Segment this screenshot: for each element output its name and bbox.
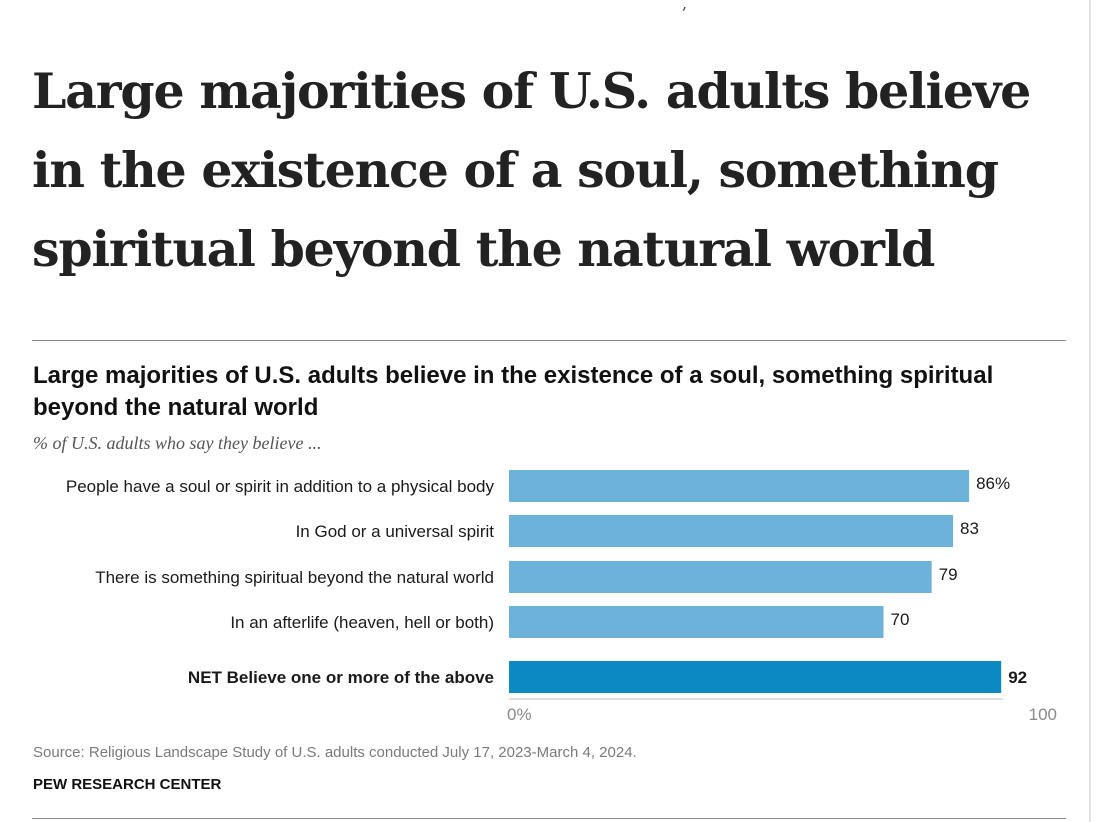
bar xyxy=(509,561,932,593)
chart-title: Large majorities of U.S. adults believe … xyxy=(33,362,994,421)
net-value-label: 92 xyxy=(1008,668,1027,687)
chart-source: Source: Religious Landscape Study of U.S… xyxy=(33,744,637,761)
category-label: There is something spiritual beyond the … xyxy=(95,568,494,587)
net-category-label: NET Believe one or more of the above xyxy=(188,668,494,687)
value-label: 70 xyxy=(891,610,910,629)
net-bar xyxy=(509,661,1002,693)
chart-subtitle: % of U.S. adults who say they believe ..… xyxy=(33,433,322,453)
value-label: 79 xyxy=(939,565,958,584)
chart-top-rule xyxy=(32,340,1066,341)
cropped-text-fragment: , xyxy=(682,0,688,13)
value-label: 83 xyxy=(960,519,979,538)
bar xyxy=(509,606,884,638)
category-label: In God or a universal spirit xyxy=(296,522,495,541)
page-right-border xyxy=(1089,0,1091,822)
chart-credit: PEW RESEARCH CENTER xyxy=(33,776,222,793)
category-label: In an afterlife (heaven, hell or both) xyxy=(230,613,494,632)
bar xyxy=(509,470,970,502)
chart-bottom-rule xyxy=(32,818,1066,819)
article-headline: Large majorities of U.S. adults believe … xyxy=(32,62,1031,278)
x-tick-label: 100 xyxy=(1029,705,1057,724)
bar xyxy=(509,515,954,547)
value-label: 86% xyxy=(976,474,1010,493)
x-tick-label: 0% xyxy=(507,705,532,724)
category-label: People have a soul or spirit in addition… xyxy=(66,477,495,496)
